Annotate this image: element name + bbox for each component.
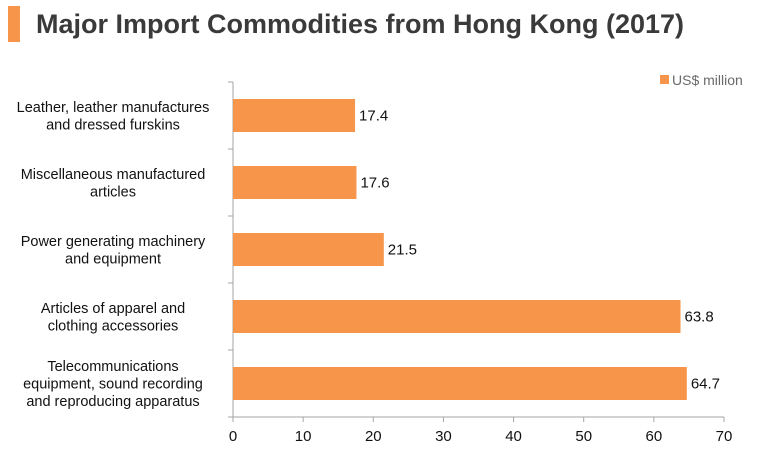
- page-title: Major Import Commodities from Hong Kong …: [36, 9, 685, 39]
- category-label-line: and dressed furskins: [46, 117, 180, 133]
- category-label-line: equipment, sound recording: [23, 377, 203, 393]
- x-tick-label: 60: [646, 428, 663, 445]
- category-label-line: Articles of apparel and: [41, 301, 185, 317]
- category-label: Telecommunications equipment, sound recor…: [23, 359, 203, 410]
- data-label: 17.6: [360, 175, 389, 192]
- bar: [233, 99, 356, 132]
- category-label: Miscellaneous manufactured articles: [21, 167, 206, 201]
- category-label-line: Power generating machinery: [21, 234, 206, 250]
- x-tick-label: 70: [716, 428, 733, 445]
- x-tick-label: 10: [295, 428, 312, 445]
- category-label: Articles of apparel and clothing accessor…: [41, 301, 185, 335]
- bar: [233, 233, 384, 266]
- bar: [233, 166, 357, 199]
- category-label-line: Telecommunications: [47, 359, 178, 375]
- x-tick-label: 40: [505, 428, 522, 445]
- x-tick-label: 20: [365, 428, 382, 445]
- category-label: Power generating machinery and equipment: [21, 234, 206, 268]
- data-label: 21.5: [388, 242, 417, 259]
- category-label-line: and reproducing apparatus: [26, 394, 199, 410]
- category-label-line: Leather, leather manufactures: [17, 100, 210, 116]
- category-label-line: articles: [90, 184, 136, 200]
- legend-swatch: [660, 75, 669, 84]
- category-label-line: clothing accessories: [48, 318, 179, 334]
- data-label: 63.8: [685, 309, 714, 326]
- x-tick-label: 0: [229, 428, 237, 445]
- title-accent-bar: [8, 6, 20, 42]
- x-tick-label: 50: [575, 428, 592, 445]
- data-label: 64.7: [691, 376, 720, 393]
- bar: [233, 300, 681, 333]
- category-label-line: Miscellaneous manufactured: [21, 167, 206, 183]
- bar: [233, 367, 687, 400]
- category-label: Leather, leather manufactures and dressed…: [17, 100, 210, 134]
- category-label-line: and equipment: [65, 251, 161, 267]
- x-tick-label: 30: [435, 428, 452, 445]
- legend-label: US$ million: [672, 72, 743, 88]
- data-label: 17.4: [359, 108, 388, 125]
